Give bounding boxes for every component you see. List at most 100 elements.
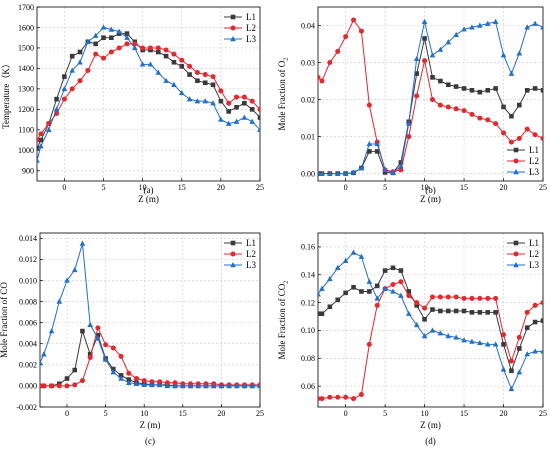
data-point-l3: [461, 26, 467, 32]
data-point-l2: [335, 394, 341, 400]
data-point-l3: [508, 385, 515, 392]
data-point-l1: [226, 109, 232, 114]
y-tick-label: 1300: [18, 85, 34, 94]
data-point-l3: [421, 333, 428, 339]
legend-label: L1: [246, 12, 256, 22]
data-point-l1: [532, 86, 538, 91]
data-point-l2: [351, 396, 357, 402]
x-tick-label: 25: [539, 183, 547, 192]
series-group: [40, 240, 260, 389]
data-point-l3: [398, 292, 404, 298]
x-tick-label: 20: [500, 183, 508, 192]
data-point-l3: [358, 253, 365, 259]
y-tick-label: 0.002: [19, 361, 37, 370]
data-point-l3: [257, 126, 260, 133]
data-point-l2: [335, 48, 341, 54]
y-tick-label: 0.10: [301, 326, 315, 335]
data-point-l1: [171, 59, 177, 65]
data-point-l1: [524, 87, 530, 93]
y-tick-label: 0.01: [301, 132, 315, 141]
y-tick-label: 0.00: [301, 169, 315, 178]
plot-frame: [39, 232, 261, 408]
legend-label: L3: [529, 260, 539, 270]
data-point-l1: [335, 297, 341, 303]
data-point-l1: [524, 325, 530, 330]
data-point-l1: [540, 87, 543, 93]
legend-marker: [513, 158, 519, 164]
data-point-l3: [139, 61, 146, 67]
data-point-l2: [445, 294, 451, 300]
data-point-l1: [319, 311, 325, 317]
data-point-l3: [180, 382, 186, 389]
data-point-l3: [508, 70, 515, 76]
data-point-l1: [414, 71, 419, 76]
data-point-l2: [374, 302, 380, 308]
data-point-l1: [430, 75, 435, 80]
data-point-l1: [422, 36, 427, 41]
data-point-l3: [327, 275, 333, 282]
y-tick-label: 1000: [18, 146, 34, 155]
legend-marker: [513, 262, 519, 268]
data-point-l1: [118, 373, 124, 378]
y-axis-label: Mole Fraction of CO2: [277, 281, 290, 360]
y-tick-label: 0.08: [301, 354, 315, 363]
legend-marker: [513, 251, 519, 257]
data-point-l2: [163, 47, 169, 53]
data-point-l3: [133, 380, 140, 386]
data-point-l1: [438, 78, 443, 84]
data-point-l3: [210, 382, 217, 389]
data-point-l2: [343, 34, 349, 40]
data-point-l1: [453, 308, 459, 314]
data-point-l2: [501, 332, 507, 338]
data-point-l3: [327, 170, 333, 176]
data-point-l1: [390, 265, 396, 271]
x-tick-label: 0: [344, 409, 348, 418]
data-point-l3: [524, 24, 531, 30]
data-point-l3: [249, 382, 256, 389]
data-point-l2: [351, 17, 357, 23]
y-tick-label: 0.010: [19, 276, 37, 285]
data-point-l3: [413, 321, 420, 328]
data-point-l3: [69, 67, 76, 73]
data-point-l1: [367, 289, 372, 294]
data-point-l1: [477, 89, 483, 95]
data-point-l3: [163, 77, 169, 83]
data-point-l3: [429, 327, 436, 333]
data-point-l2: [226, 100, 232, 106]
data-point-l3: [405, 310, 412, 316]
y-tick-label: 1200: [18, 105, 34, 114]
data-point-l2: [437, 102, 443, 108]
data-point-l3: [516, 369, 523, 375]
data-point-l3: [132, 44, 138, 51]
data-point-l2: [422, 58, 428, 64]
data-point-l3: [45, 126, 52, 133]
x-tick-label: 15: [179, 409, 187, 418]
data-point-l3: [382, 166, 388, 173]
data-point-l2: [118, 353, 124, 359]
y-tick-label: 900: [22, 167, 34, 176]
data-point-l3: [225, 120, 232, 126]
data-point-l2: [422, 305, 428, 311]
y-tick-label: -0.002: [16, 403, 37, 412]
data-point-l2: [540, 135, 543, 141]
data-point-l2: [524, 126, 530, 132]
x-tick-label: 5: [383, 409, 387, 418]
y-axis-label: Temperature（K）: [1, 59, 11, 129]
chart-panel: 0 5 10 15 20 25 0.06 0.08 0.10 0.12 0.14 0.16 Z (m) M…: [277, 232, 547, 446]
data-point-l2: [38, 131, 44, 137]
data-point-l1: [343, 290, 348, 296]
data-point-l3: [532, 20, 538, 26]
data-point-l3: [500, 366, 507, 372]
chart-panel: 0 5 10 15 20 25 -0.002 0.000 0.002 0.004 0.006 0.00…: [0, 232, 264, 446]
chart-panel: 0 5 10 15 20 25 0.00 0.01 0.02 0.03 0.04 Z (m) Mole …: [277, 6, 547, 204]
data-point-l3: [524, 351, 531, 357]
data-point-l3: [469, 24, 475, 30]
legend-label: L3: [529, 167, 539, 177]
data-point-l2: [172, 380, 178, 386]
data-point-l3: [390, 288, 396, 294]
data-point-l1: [195, 78, 200, 83]
data-point-l2: [318, 74, 321, 80]
x-tick-label: 5: [104, 409, 108, 418]
data-point-l1: [374, 149, 380, 154]
data-point-l3: [53, 106, 60, 112]
